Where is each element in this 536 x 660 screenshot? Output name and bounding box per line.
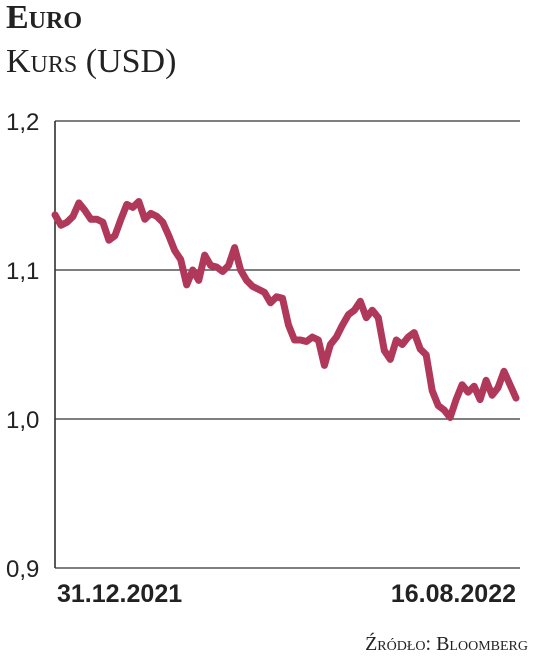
- chart-subtitle: Kurs (USD): [6, 43, 176, 80]
- y-tick-label: 1,2: [6, 109, 39, 136]
- x-tick-label: 31.12.2021: [57, 580, 182, 608]
- x-tick-label: 16.08.2022: [391, 580, 516, 608]
- y-tick-label: 1,1: [6, 258, 39, 285]
- chart-title: Euro: [6, 0, 82, 36]
- y-tick-label: 1,0: [6, 407, 39, 434]
- line: [51, 198, 520, 421]
- source: Źródło: Bloomberg: [365, 632, 528, 655]
- y-tick-label: 0,9: [6, 556, 39, 583]
